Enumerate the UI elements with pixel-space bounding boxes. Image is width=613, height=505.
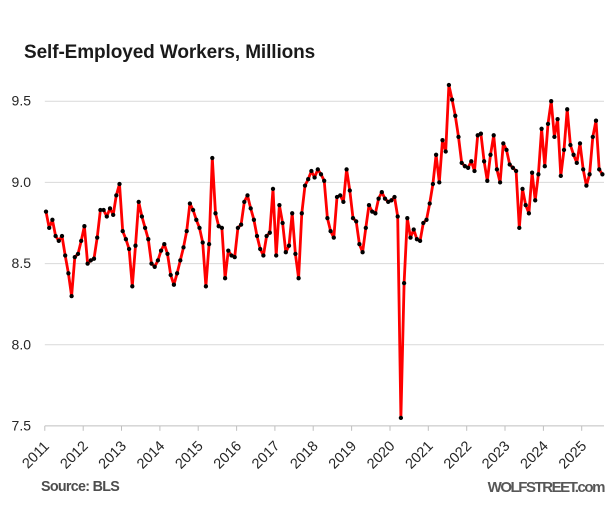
svg-text:8.5: 8.5 [12,255,32,271]
svg-text:8.0: 8.0 [12,336,32,352]
svg-text:9.0: 9.0 [12,174,32,190]
svg-text:WOLFSTREET.com: WOLFSTREET.com [488,479,605,496]
svg-text:9.5: 9.5 [12,93,32,109]
svg-text:Source: BLS: Source: BLS [41,479,119,495]
svg-text:Self-Employed Workers, Million: Self-Employed Workers, Millions [24,42,315,63]
svg-text:7.5: 7.5 [12,417,32,433]
